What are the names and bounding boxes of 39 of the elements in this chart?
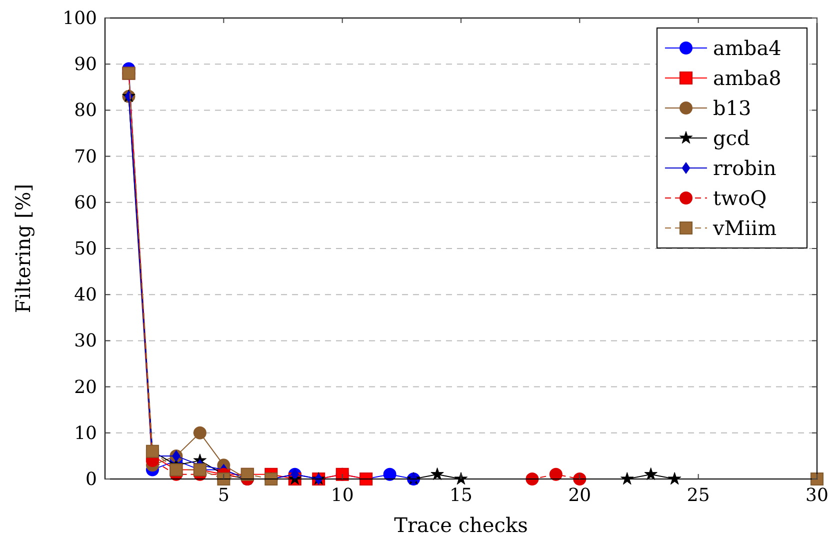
y-tick-label: 100 [62, 8, 97, 29]
y-tick-label: 10 [74, 422, 97, 444]
legend-label: gcd [713, 126, 750, 150]
x-tick-label: 25 [686, 485, 710, 506]
legend-label: amba4 [713, 36, 782, 60]
point [454, 472, 468, 485]
y-tick-label: 40 [74, 284, 97, 306]
y-axis-title: Filtering [%] [11, 184, 35, 314]
point [526, 472, 539, 486]
x-tick-label: 20 [568, 485, 592, 506]
y-tick-label: 0 [86, 469, 97, 490]
y-tick-label: 70 [74, 146, 97, 168]
point [290, 468, 300, 480]
y-tick-label: 50 [74, 238, 97, 260]
y-tick-label: 20 [74, 376, 97, 398]
y-tick-label: 90 [74, 54, 97, 76]
x-tick-label: 30 [806, 485, 828, 506]
point [668, 472, 682, 485]
legend-label: amba8 [713, 66, 782, 90]
point [549, 468, 562, 481]
point [217, 472, 230, 486]
legend-label: b13 [713, 96, 752, 120]
x-tick-label: 10 [330, 485, 354, 506]
point [193, 426, 206, 440]
y-tick-label: 30 [74, 330, 97, 352]
x-axis-title: Trace checks [394, 513, 528, 537]
y-tick-label: 60 [74, 192, 97, 214]
point [430, 467, 444, 480]
point [644, 467, 658, 480]
x-tick-label: 5 [218, 485, 230, 506]
point [573, 472, 586, 486]
legend-label: rrobin [713, 156, 776, 180]
point [620, 472, 634, 485]
legend-label: twoQ [713, 186, 767, 210]
x-tick-label: 15 [450, 485, 472, 506]
point [810, 472, 824, 486]
y-tick-label: 80 [74, 100, 97, 122]
point [383, 468, 396, 481]
legend-label: vMiim [712, 216, 777, 240]
